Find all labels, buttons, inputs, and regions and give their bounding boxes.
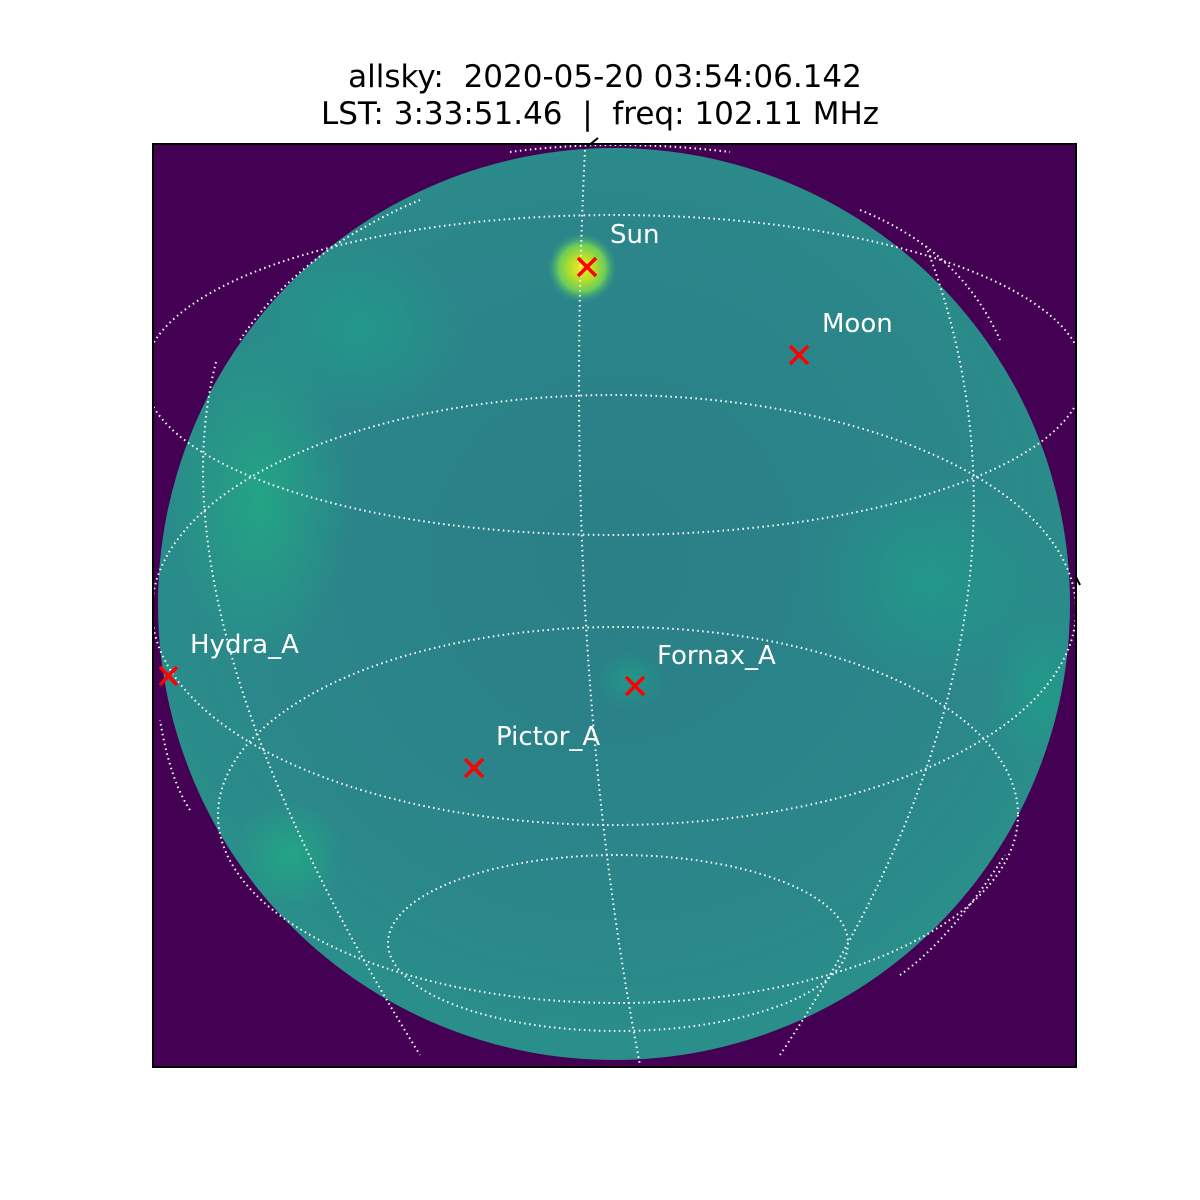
source-marker-icon — [576, 256, 598, 278]
source-label: Pictor_A — [496, 722, 600, 752]
source-marker-icon — [624, 675, 646, 697]
plot-title-line-1: allsky: 2020-05-20 03:54:06.142 — [348, 59, 862, 95]
plot-title-line-2: LST: 3:33:51.46 | freq: 102.11 MHz — [320, 96, 880, 132]
source-marker-icon — [158, 665, 179, 687]
source-label: Sun — [610, 220, 659, 250]
source-pictor-a: Pictor_A — [463, 722, 600, 779]
sun-emission — [546, 232, 618, 304]
source-label: Hydra_A — [190, 630, 299, 660]
source-label: Moon — [822, 309, 893, 339]
source-marker-icon — [788, 344, 810, 366]
coordinate-grid — [153, 144, 1076, 1066]
source-fornax-a: Fornax_A — [624, 641, 776, 697]
source-hydra-a: Hydra_A — [158, 630, 299, 687]
source-marker-icon — [463, 757, 485, 779]
source-label: Fornax_A — [657, 641, 776, 671]
source-moon: Moon — [788, 309, 893, 366]
plot-frame — [152, 143, 1077, 1068]
east-tick — [1074, 574, 1081, 586]
source-sun: Sun — [576, 220, 659, 278]
north-tick — [587, 137, 599, 147]
